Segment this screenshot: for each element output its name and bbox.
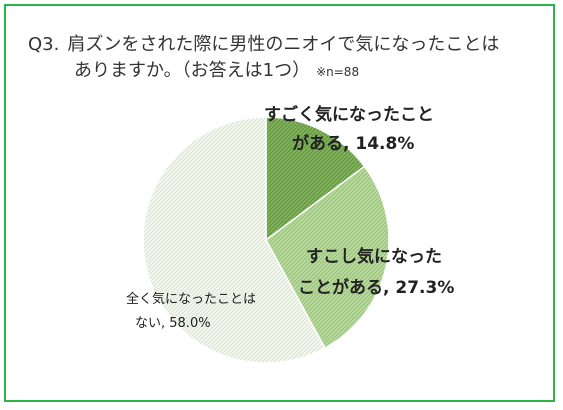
question-text-line2: ありますか。（お答えは1つ）: [74, 60, 311, 81]
question-text-line1: 肩ズンをされた際に男性のニオイで気になったことは: [67, 34, 500, 55]
question-number: Q3.: [28, 34, 60, 55]
pie-slice: [265, 165, 390, 350]
question-title: Q3. 肩ズンをされた際に男性のニオイで気になったことは ありますか。（お答えは1…: [28, 32, 528, 85]
slice-label-line1: すこし気になった: [306, 246, 442, 267]
slice-label-line1: 全く気になったことは: [126, 291, 256, 307]
pie-slice: [265, 116, 366, 242]
pie-slice: [142, 116, 326, 364]
slice-label-line2: ない, 58.0%: [135, 316, 211, 331]
sample-size-note: ※n=88: [316, 65, 360, 79]
slice-label-line2: ことがある, 27.3%: [298, 277, 454, 298]
slice-label-line2: がある, 14.8%: [292, 133, 414, 154]
slice-label-line1: すごく気になったこと: [264, 104, 434, 125]
